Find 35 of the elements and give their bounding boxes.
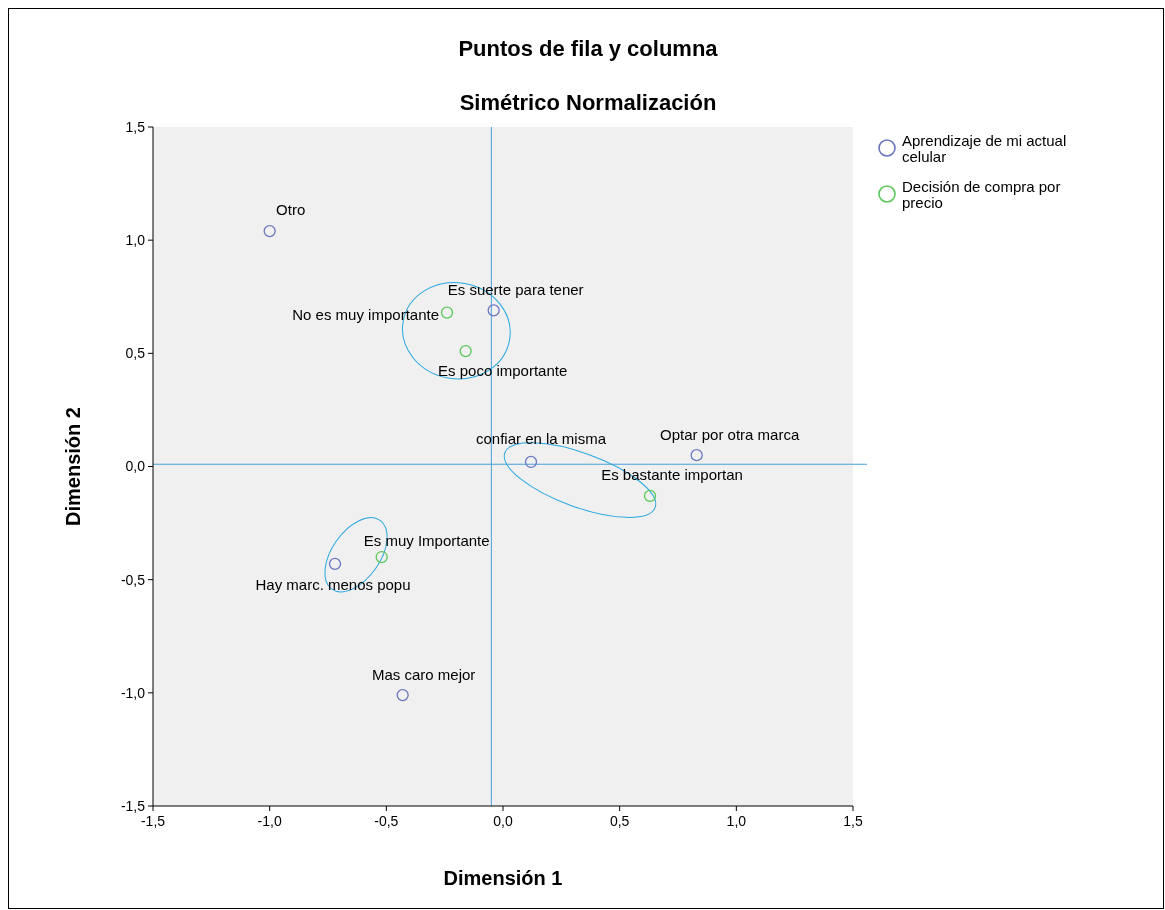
- x-tick-label: 1,5: [843, 813, 863, 829]
- legend-label: Aprendizaje de mi actual celular: [902, 132, 1067, 165]
- point: [487, 304, 500, 317]
- y-axis-title: Dimensión 2: [62, 407, 84, 526]
- y-tick-label: -0,5: [120, 571, 146, 588]
- x-tick-label: -1,5: [140, 813, 166, 829]
- point: [524, 455, 538, 469]
- annotation: Otro: [276, 201, 306, 219]
- chart-title: Puntos de fila y columna: [458, 36, 719, 61]
- point: [328, 557, 342, 570]
- point: [263, 224, 276, 238]
- annotation: Optar por otra marca: [660, 426, 800, 444]
- point: [643, 489, 657, 503]
- point: [690, 449, 703, 462]
- y-tick-label: 0,5: [125, 345, 146, 362]
- y-tick-label: -1,0: [120, 684, 146, 701]
- y-tick-label: 1,0: [125, 232, 146, 249]
- annotation: Mas caro mejor: [371, 666, 476, 684]
- x-tick-label: 1,0: [726, 813, 747, 829]
- point: [375, 550, 388, 564]
- annotation: Es muy Importante: [363, 532, 490, 550]
- y-tick-label: 1,5: [125, 118, 146, 135]
- x-tick-label: -0,5: [374, 813, 399, 829]
- chart-subtitle: Simétrico Normalización: [459, 90, 717, 115]
- x-tick-label: -1,0: [257, 813, 282, 829]
- x-tick-label: 0,5: [609, 813, 630, 829]
- y-tick-label: 0,0: [125, 458, 146, 475]
- annotation: No es muy importante: [292, 305, 439, 323]
- y-tick-label: -1,5: [120, 797, 146, 814]
- x-axis-title: Dimensión 1: [443, 867, 563, 889]
- x-tick-label: 0,0: [493, 813, 513, 829]
- point: [440, 306, 454, 319]
- legend-label: Decisión de compra por precio: [902, 178, 1061, 211]
- point: [459, 344, 472, 358]
- point: [396, 688, 409, 702]
